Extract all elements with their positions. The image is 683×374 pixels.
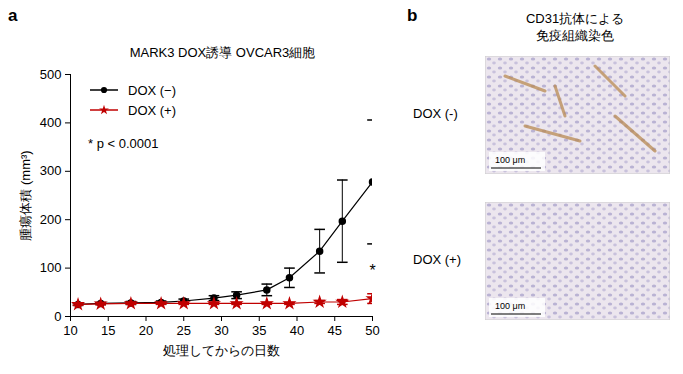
svg-text:処理してからの日数: 処理してからの日数 [163,343,280,358]
html-text:b: b [407,6,418,25]
svg-text:400: 400 [40,115,62,130]
svg-text:100 μm: 100 μm [495,155,525,165]
html-text:a: a [8,6,18,25]
html-text:* p < 0.0001: * p < 0.0001 [88,136,159,151]
svg-text:45: 45 [328,323,342,338]
svg-text:0: 0 [54,309,61,324]
html-text:DOX (+): DOX (+) [128,102,176,118]
html-text:免疫組織染色: 免疫組織染色 [536,28,614,43]
svg-text:200: 200 [40,212,62,227]
html-text:DOX (-): DOX (-) [413,106,458,121]
svg-text:*: * [369,262,375,279]
svg-text:25: 25 [177,323,191,338]
svg-text:15: 15 [101,323,115,338]
svg-text:500: 500 [40,67,62,82]
svg-text:35: 35 [252,323,266,338]
svg-text:100 μm: 100 μm [495,301,525,311]
html-text:MARK3 DOX誘導 OVCAR3細胞: MARK3 DOX誘導 OVCAR3細胞 [129,45,316,60]
svg-text:50: 50 [365,323,379,338]
svg-text:100: 100 [40,260,62,275]
svg-text:20: 20 [139,323,153,338]
svg-text:10: 10 [63,323,77,338]
svg-text:30: 30 [214,323,228,338]
html-text:CD31抗体による: CD31抗体による [525,11,625,26]
svg-text:腫瘍体積 (mm³): 腫瘍体積 (mm³) [18,150,33,240]
svg-text:40: 40 [290,323,304,338]
svg-text:300: 300 [40,163,62,178]
html-text:DOX (−): DOX (−) [128,82,176,98]
html-text:DOX (+): DOX (+) [413,252,461,267]
